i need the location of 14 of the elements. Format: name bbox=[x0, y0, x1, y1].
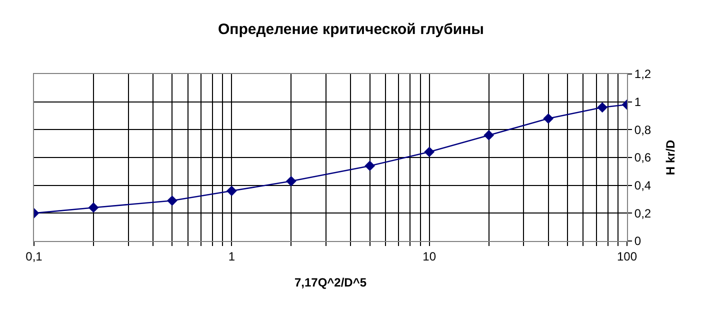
x-tick-label: 1 bbox=[228, 249, 236, 264]
x-tick-label: 100 bbox=[616, 249, 638, 264]
y-tick-label: 1 bbox=[634, 95, 642, 110]
y-tick-label: 0,8 bbox=[634, 122, 652, 137]
y-tick-label: 0,6 bbox=[634, 150, 652, 165]
x-tick-label: 10 bbox=[422, 249, 436, 264]
x-tick-label: 0,1 bbox=[26, 249, 43, 264]
y-tick-label: 1,2 bbox=[634, 67, 652, 82]
y-tick-label: 0 bbox=[634, 234, 642, 248]
x-axis-title: 7,17Q^2/D^5 bbox=[294, 275, 367, 290]
chart-title: Определение критической глубины bbox=[218, 21, 484, 38]
y-tick-label: 0,4 bbox=[634, 178, 652, 193]
y-tick-label: 0,2 bbox=[634, 206, 652, 220]
y-axis-title: H kr/D bbox=[663, 139, 678, 176]
